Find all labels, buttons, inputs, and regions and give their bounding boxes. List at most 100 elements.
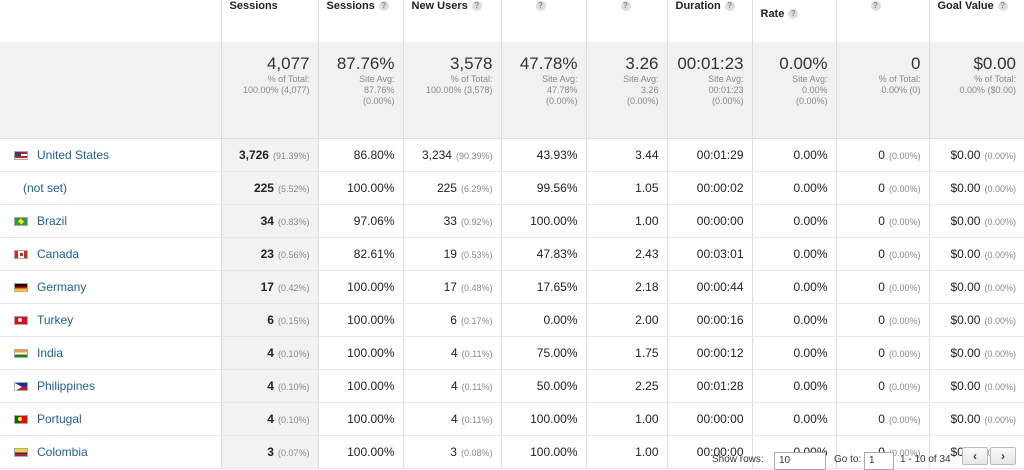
total-value: 47.78% <box>519 54 578 73</box>
cell-value: 00:00:16 <box>696 313 744 327</box>
show-rows-select[interactable]: 10 <box>774 452 826 470</box>
cell-goal: 0(0.00%) <box>835 237 929 271</box>
header-row: Sessions Sessions? New Users? ? ? Durati… <box>0 0 1024 42</box>
country-link[interactable]: India <box>37 346 64 360</box>
country-cell: (not set) <box>0 171 221 205</box>
cell-percent: (0.00%) <box>984 184 1016 194</box>
cell-value: 0 <box>878 247 885 261</box>
cell-value: 0.00% <box>793 181 828 195</box>
help-icon[interactable]: ? <box>620 1 631 12</box>
cell-value: 00:01:28 <box>696 379 744 393</box>
cell-value: $0.00(0.00%) <box>928 402 1024 436</box>
cell-goal: 0(0.00%) <box>835 369 929 403</box>
cell-value: 100.00% <box>347 379 395 393</box>
help-icon[interactable]: ? <box>535 1 546 12</box>
header-sessions[interactable]: Sessions <box>220 0 318 42</box>
total-subtext: (0.00%) <box>545 96 578 106</box>
country-link[interactable]: Germany <box>37 280 87 294</box>
cell-value: 50.00% <box>536 379 578 393</box>
cell-value: 00:00:00 <box>696 412 744 426</box>
help-icon[interactable]: ? <box>471 1 482 12</box>
cell-percent: (0.11%) <box>461 415 493 425</box>
country-link[interactable]: Canada <box>37 247 80 261</box>
help-icon[interactable]: ? <box>378 1 389 12</box>
cell-new-users: 4 (0.11%) <box>402 369 501 403</box>
cell-percent: (0.00%) <box>888 415 921 425</box>
total-subtext: (0.00%) <box>795 96 828 106</box>
header-pages-session[interactable]: ? <box>585 0 667 42</box>
cell-value: 0.00% <box>793 313 828 327</box>
help-icon[interactable]: ? <box>870 1 881 12</box>
cell-new-users: 19 (0.53%) <box>402 237 501 271</box>
header-goal-value[interactable]: Goal Value? <box>928 0 1024 42</box>
country-link[interactable]: Turkey <box>37 313 74 327</box>
total-subtext: 87.76% <box>363 85 395 95</box>
help-icon[interactable]: ? <box>788 9 799 20</box>
cell-value: 1.00 <box>635 445 659 459</box>
cell-percent: (0.48%) <box>460 283 493 293</box>
cell-goal: 0(0.00%) <box>835 402 929 436</box>
prev-page-button[interactable]: ‹ <box>962 447 988 465</box>
country-link[interactable]: United States <box>37 148 110 162</box>
cell-goal: 0(0.00%) <box>835 204 929 238</box>
cell-pages: 1.00 <box>585 204 667 238</box>
cell-new-users: 4 (0.11%) <box>402 336 501 370</box>
header-bounce-rate[interactable]: ? <box>500 0 586 42</box>
cell-value: 75.00% <box>536 346 578 360</box>
cell-new-users: 33 (0.92%) <box>402 204 501 238</box>
pagination: Show rows: 10 Go to: 1 1 - 10 of 34 ‹ › <box>0 446 1024 470</box>
header-new-sessions[interactable]: Sessions? <box>317 0 403 42</box>
country-cell: Germany <box>0 270 221 304</box>
cell-percent: (0.15%) <box>277 316 310 326</box>
table-row: Brazil 34 (0.83%) 97.06% 33 (0.92%) 100.00% 1.0… <box>0 204 1024 238</box>
country-link[interactable]: Portugal <box>37 412 82 426</box>
no-flag-spacer <box>14 184 20 193</box>
cell-percent: (0.42%) <box>277 283 310 293</box>
cell-new-sessions: 97.06% <box>317 204 403 238</box>
total-subtext: 00:01:23 <box>708 85 744 95</box>
cell-new-sessions: 100.00% <box>317 369 403 403</box>
help-icon[interactable]: ? <box>997 1 1008 12</box>
table-row: United States 3,726 (91.39%) 86.80% 3,234 (90… <box>0 138 1024 172</box>
cell-value: 17 <box>443 280 457 294</box>
country-cell: Philippines <box>0 369 221 403</box>
cell-new-sessions: 86.80% <box>317 138 403 172</box>
cell-value: 99.56% <box>536 181 578 195</box>
country-link[interactable]: Brazil <box>37 214 68 228</box>
cell-value: 0.00% <box>793 346 828 360</box>
cell-percent: (90.39%) <box>455 151 493 161</box>
cell-new-users: 17 (0.48%) <box>402 270 501 304</box>
header-new-users[interactable]: New Users? <box>402 0 501 42</box>
cell-sessions: 4 (0.10%) <box>220 336 318 370</box>
cell-goal: 0(0.00%) <box>835 336 929 370</box>
country-link[interactable]: (not set) <box>23 181 68 195</box>
cell-duration: 00:01:29 <box>666 138 752 172</box>
total-subtext: Site Avg: <box>542 74 578 84</box>
country-cell: Brazil <box>0 204 221 238</box>
cell-value: $0.00 <box>950 181 981 195</box>
cell-duration: 00:00:00 <box>666 402 752 436</box>
cell-value: $0.00 <box>950 379 981 393</box>
country-link[interactable]: Colombia <box>37 445 88 459</box>
cell-percent: (0.83%) <box>277 217 310 227</box>
table-row: Philippines 4 (0.10%) 100.00% 4 (0.11%) 50.00%… <box>0 369 1024 403</box>
header-goal-completions[interactable]: ? <box>835 0 929 42</box>
cell-new-users: 225 (6.29%) <box>402 171 501 205</box>
cell-value: 3,726 <box>238 148 269 162</box>
total-value: 0 <box>911 54 921 73</box>
cell-goal: 0(0.00%) <box>835 138 929 172</box>
cell-percent: (0.00%) <box>888 448 921 458</box>
cell-value: 97.06% <box>353 214 395 228</box>
header-duration[interactable]: Duration? <box>666 0 752 42</box>
total-subtext: 100.00% (3,578) <box>425 85 493 95</box>
cell-value: 19 <box>443 247 457 261</box>
next-page-button[interactable]: › <box>990 447 1016 465</box>
goto-input[interactable]: 1 <box>864 452 894 470</box>
cell-percent: (0.10%) <box>277 382 310 392</box>
table-row: Canada 23 (0.56%) 82.61% 19 (0.53%) 47.83% 2.43… <box>0 237 1024 271</box>
header-conv-rate[interactable]: Rate? <box>751 0 836 42</box>
help-icon[interactable]: ? <box>724 1 735 12</box>
country-link[interactable]: Philippines <box>37 379 96 393</box>
cell-conv: 0.00% <box>751 204 836 238</box>
